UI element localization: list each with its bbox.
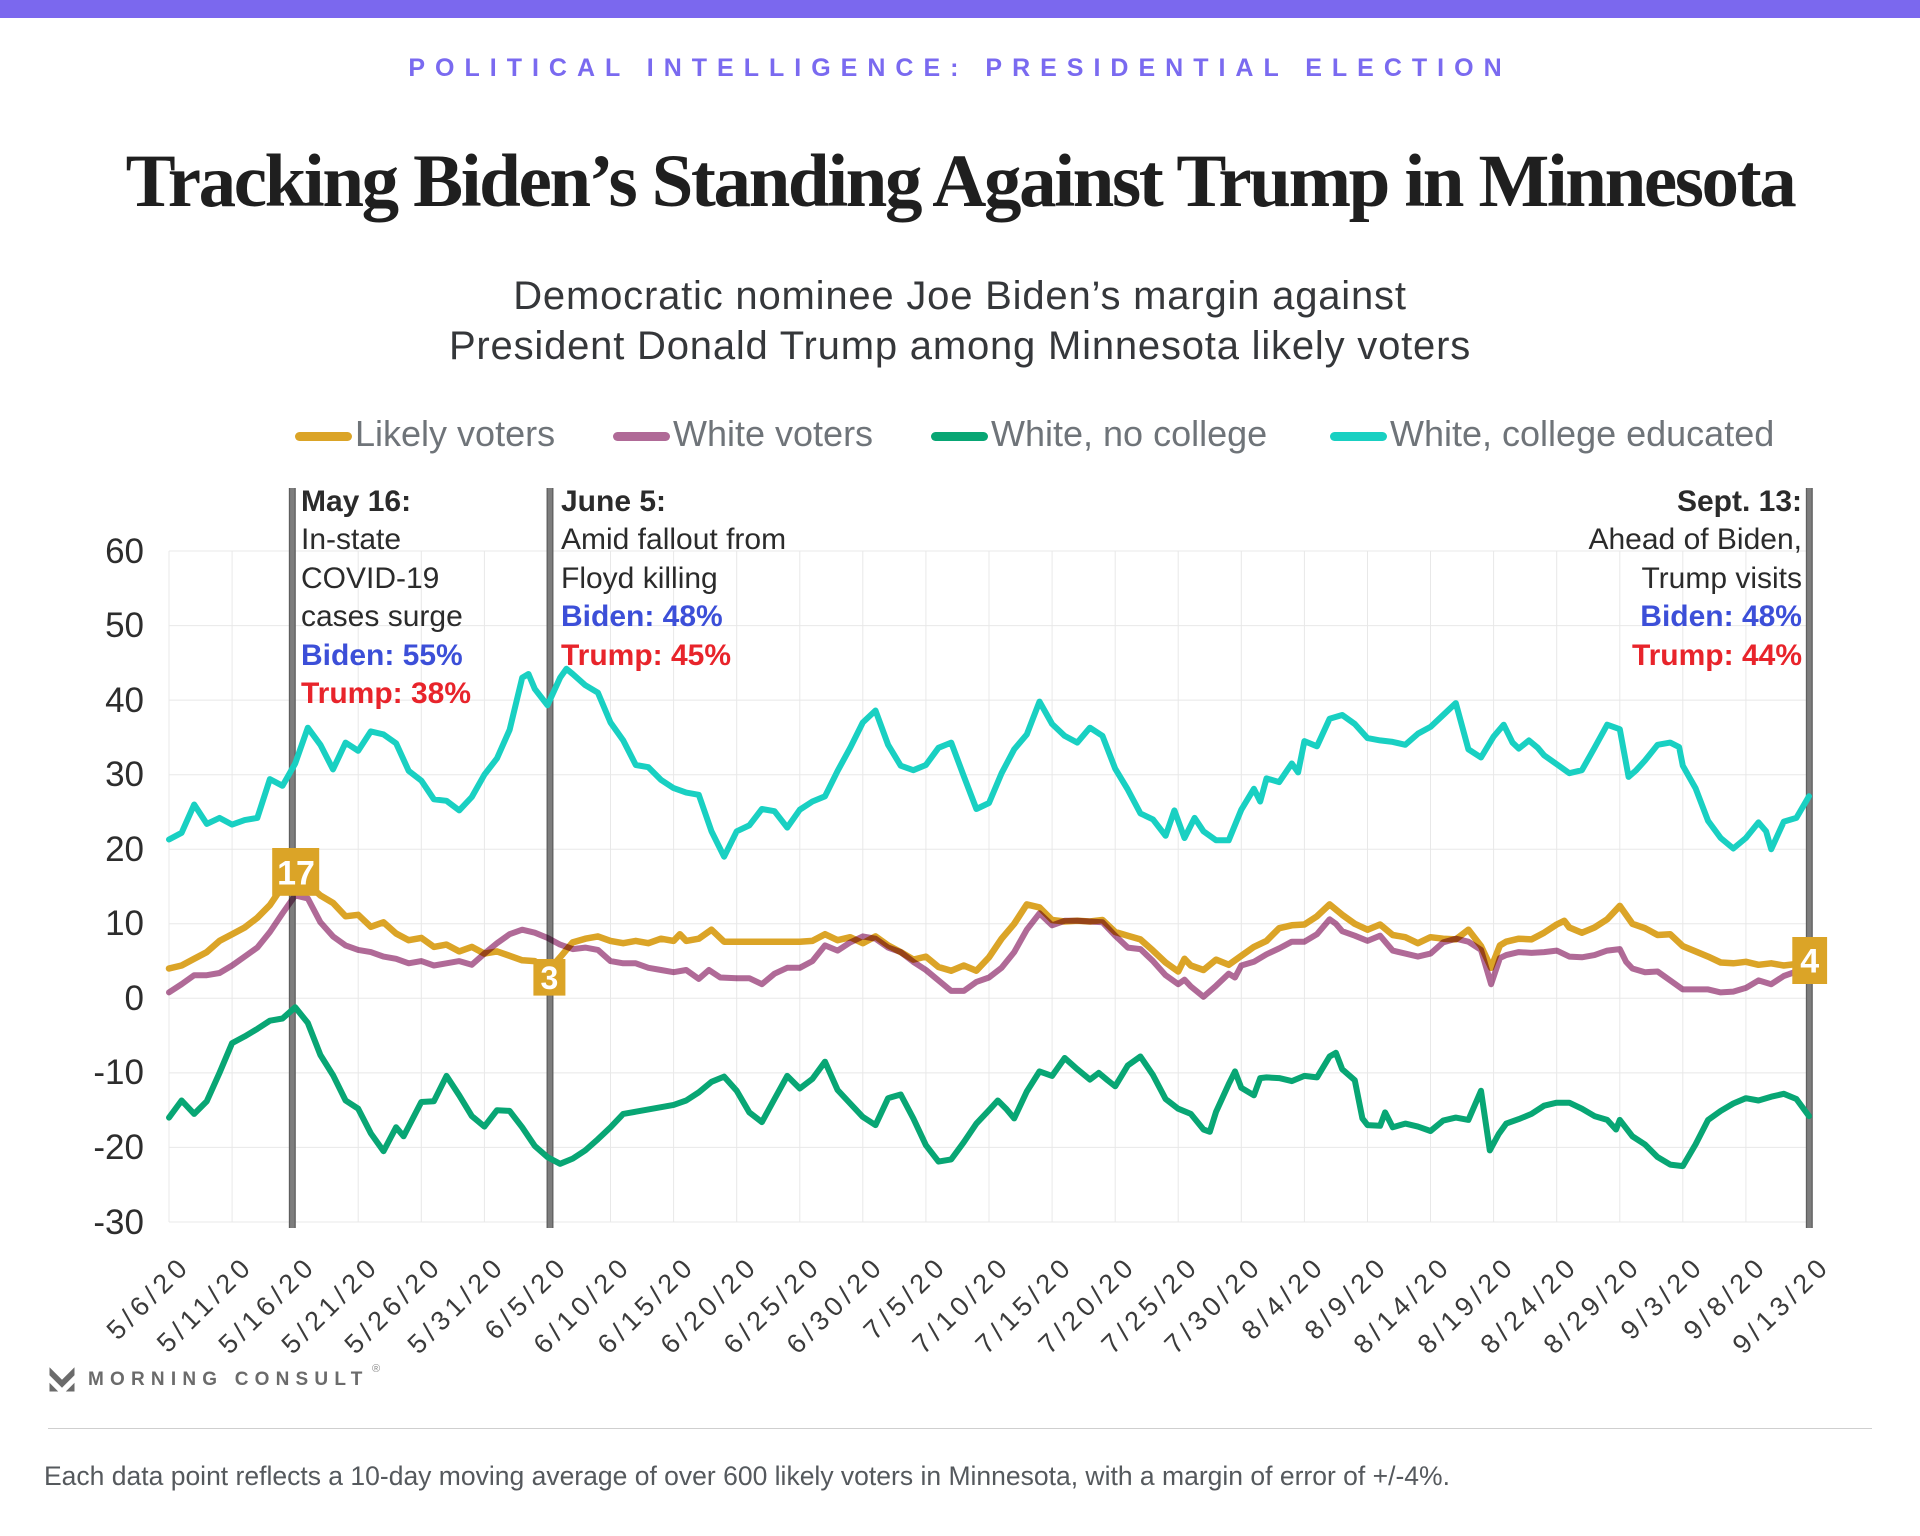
svg-text:3: 3 <box>541 960 559 996</box>
svg-text:17: 17 <box>277 855 315 893</box>
svg-text:4: 4 <box>1800 943 1819 981</box>
